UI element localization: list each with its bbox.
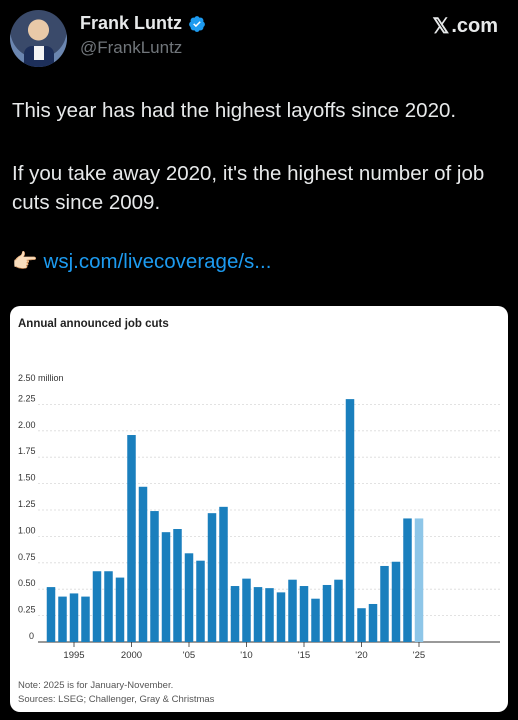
verified-badge-icon	[189, 15, 205, 32]
bar-1994	[58, 596, 67, 642]
y-tick-label: 1.75	[18, 446, 36, 456]
bar-2014	[288, 579, 297, 642]
y-tick-label: 2.00	[18, 420, 36, 430]
bar-2022	[380, 565, 389, 642]
bar-1995	[69, 593, 79, 642]
y-tick-label: 0	[29, 631, 34, 641]
bar-1998	[104, 571, 113, 642]
bar-2010	[242, 578, 251, 642]
source-domain: .com	[451, 15, 498, 37]
bar-2006	[196, 560, 205, 642]
bar-2020	[357, 608, 366, 642]
chart-card[interactable]: Annual announced job cuts 2.50 million 0 0…	[10, 306, 508, 712]
tweet-header: Frank Luntz @FrankLuntz 𝕏 .com	[10, 10, 508, 70]
y-tick-label: 2.25	[18, 393, 36, 403]
bar-1993	[46, 587, 56, 642]
bar-2023	[391, 561, 401, 642]
bar-2011	[253, 587, 263, 642]
bar-2000	[127, 435, 136, 642]
source-site: 𝕏 .com	[432, 14, 498, 39]
bar-2001	[138, 486, 148, 642]
bar-1997	[92, 571, 102, 642]
avatar[interactable]	[10, 10, 67, 67]
bar-2004	[173, 529, 182, 642]
post-paragraph-1: This year has had the highest layoffs si…	[12, 99, 457, 122]
author-name-row: Frank Luntz	[80, 13, 206, 34]
post-link-row: 👉🏻 wsj.com/livecoverage/s...	[12, 250, 271, 274]
bar-2005	[184, 553, 194, 642]
x-tick-label: '05	[183, 650, 195, 661]
y-tick-label: 0.75	[18, 552, 36, 562]
bar-2018	[334, 579, 343, 642]
bar-chart: 2.50 million 0 0.25 0.50 0.75 1.00 1.25 1.50 1.7…	[18, 373, 500, 661]
bar-2003	[161, 532, 171, 642]
y-unit-label: 2.50 million	[18, 373, 64, 383]
bar-2019	[345, 399, 355, 642]
bar-2007	[207, 513, 217, 642]
bar-2015	[299, 586, 309, 642]
bar-2002	[150, 511, 159, 642]
pointing-hand-icon: 👉🏻	[12, 250, 38, 273]
chart-note: Note: 2025 is for January-November.	[18, 680, 174, 691]
y-tick-label: 1.00	[18, 525, 36, 535]
bar-1999	[115, 577, 125, 642]
y-tick-label: 0.50	[18, 578, 36, 588]
x-tick-label: 1995	[63, 650, 84, 661]
bar-2017	[322, 584, 332, 642]
x-tick-label: '15	[298, 650, 310, 661]
author-handle[interactable]: @FrankLuntz	[80, 38, 183, 57]
avatar-collar	[34, 46, 44, 60]
bar-2025	[414, 518, 424, 642]
bar-2008	[219, 506, 228, 642]
bar-2009	[230, 586, 240, 642]
y-tick-label: 0.25	[18, 605, 36, 615]
author-name[interactable]: Frank Luntz	[80, 13, 182, 33]
x-tick-label: 2000	[121, 650, 142, 661]
bar-2013	[276, 592, 286, 642]
post-link[interactable]: wsj.com/livecoverage/s...	[43, 250, 272, 273]
x-logo-icon: 𝕏	[432, 15, 450, 38]
bar-2016	[311, 598, 320, 642]
x-tick-label: '25	[413, 650, 425, 661]
chart-title: Annual announced job cuts	[18, 318, 169, 330]
bar-1996	[81, 596, 90, 642]
y-tick-label: 1.25	[18, 499, 36, 509]
chart-sources: Sources: LSEG; Challenger, Gray & Christ…	[18, 694, 215, 705]
post-paragraph-2: If you take away 2020, it's the highest …	[12, 162, 485, 214]
x-tick-label: '20	[355, 650, 367, 661]
y-tick-label: 1.50	[18, 473, 36, 483]
bar-2021	[368, 603, 378, 642]
bar-2012	[265, 588, 274, 642]
bar-2024	[403, 518, 412, 642]
x-tick-label: '10	[240, 650, 252, 661]
